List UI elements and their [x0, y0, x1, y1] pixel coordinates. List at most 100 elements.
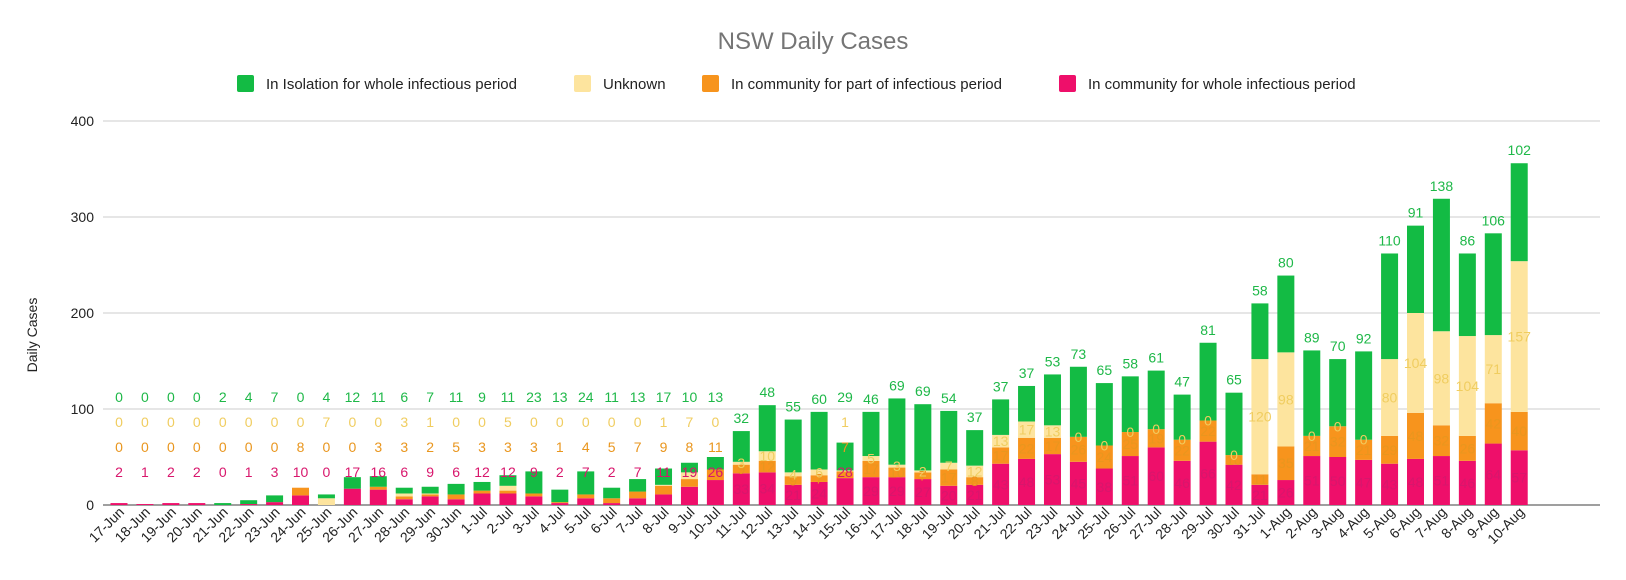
- bar-in-community-for-part-of-infectious-period-6-aug: [1407, 412, 1424, 459]
- data-label-in-community-for-part-of-infectious-period-30-jul: 10: [1226, 452, 1242, 468]
- x-tick-label: 5-Jul: [561, 504, 594, 537]
- data-label-unknown-28-jun: 3: [400, 414, 408, 430]
- bar-in-community-for-whole-infectious-period-3-aug: [1329, 457, 1347, 505]
- bar-in-community-for-whole-infectious-period-2-aug: [1303, 456, 1321, 505]
- bar-in-community-for-whole-infectious-period-13-jul: [784, 484, 802, 505]
- bar-in-community-for-part-of-infectious-period-24-jul: [1069, 436, 1087, 462]
- data-label-in-community-for-part-of-infectious-period-17-jun: 0: [115, 439, 123, 455]
- bar-in-community-for-whole-infectious-period-20-jul: [966, 484, 984, 505]
- data-label-in-isolation-for-whole-infectious-period-27-jul: 61: [1148, 350, 1164, 366]
- bar-in-community-for-whole-infectious-period-19-jun: [162, 503, 180, 505]
- data-label-in-isolation-for-whole-infectious-period-12-jul: 48: [759, 384, 775, 400]
- bar-in-isolation-for-whole-infectious-period-10-aug: [1510, 163, 1528, 262]
- bar-in-community-for-whole-infectious-period-24-jul: [1069, 461, 1087, 505]
- legend-swatch: [702, 75, 719, 92]
- bar-in-community-for-part-of-infectious-period-28-jul: [1173, 439, 1191, 461]
- data-label-in-community-for-part-of-infectious-period-12-jul: 12: [759, 459, 775, 475]
- bar-in-isolation-for-whole-infectious-period-9-aug: [1484, 233, 1502, 336]
- data-label-unknown-22-jul: 17: [1019, 422, 1035, 438]
- bar-in-isolation-for-whole-infectious-period-6-aug: [1407, 225, 1424, 313]
- bar-in-community-for-whole-infectious-period-16-jul: [862, 477, 880, 505]
- bar-in-isolation-for-whole-infectious-period-18-jul: [914, 404, 932, 471]
- bar-in-isolation-for-whole-infectious-period-2-aug: [1303, 350, 1321, 436]
- bar-unknown-16-jul: [862, 456, 880, 461]
- data-label-unknown-23-jul: 13: [1045, 424, 1061, 440]
- bar-in-community-for-whole-infectious-period-30-jul: [1225, 464, 1243, 505]
- bar-in-community-for-part-of-infectious-period-23-jul: [1043, 437, 1061, 455]
- bar-in-community-for-whole-infectious-period-6-aug: [1407, 458, 1424, 505]
- data-label-unknown-12-jul: 10: [759, 448, 775, 464]
- data-label-in-community-for-whole-infectious-period-22-jul: 48: [1019, 474, 1035, 490]
- bar-unknown-10-aug: [1510, 261, 1528, 412]
- data-label-in-community-for-whole-infectious-period-13-jul: 21: [785, 487, 801, 503]
- bar-in-community-for-part-of-infectious-period-26-jul: [1121, 432, 1139, 457]
- data-label-unknown-9-aug: 71: [1486, 361, 1502, 377]
- bar-in-community-for-whole-infectious-period-28-jun: [395, 499, 413, 505]
- bar-in-isolation-for-whole-infectious-period-1-jul: [473, 481, 491, 491]
- data-label-in-community-for-part-of-infectious-period-25-jul: 24: [1097, 449, 1113, 465]
- data-label-in-community-for-whole-infectious-period-29-jun: 9: [426, 464, 434, 480]
- bar-unknown-9-jul: [680, 472, 698, 480]
- data-label-in-community-for-whole-infectious-period-2-aug: 51: [1304, 473, 1320, 489]
- bar-in-isolation-for-whole-infectious-period-6-jul: [603, 487, 621, 499]
- data-label-unknown-3-jul: 0: [530, 414, 538, 430]
- bar-in-isolation-for-whole-infectious-period-5-aug: [1381, 253, 1399, 360]
- data-label-in-community-for-part-of-infectious-period-7-aug: 32: [1434, 433, 1450, 449]
- bar-unknown-15-jul: [836, 470, 854, 472]
- bar-in-isolation-for-whole-infectious-period-25-jul: [1095, 383, 1113, 446]
- data-label-in-isolation-for-whole-infectious-period-10-aug: 102: [1508, 142, 1532, 158]
- bar-in-community-for-whole-infectious-period-18-jul: [914, 479, 932, 505]
- bar-unknown-18-jul: [914, 470, 932, 473]
- data-label-unknown-7-aug: 98: [1434, 370, 1450, 386]
- data-label-in-community-for-part-of-infectious-period-1-aug: 35: [1278, 455, 1294, 471]
- data-label-in-isolation-for-whole-infectious-period-29-jul: 81: [1200, 322, 1216, 338]
- bar-in-isolation-for-whole-infectious-period-13-jul: [784, 419, 802, 473]
- bar-in-isolation-for-whole-infectious-period-30-jul: [1225, 392, 1243, 456]
- bar-in-community-for-part-of-infectious-period-19-jul: [940, 469, 958, 486]
- data-label-in-isolation-for-whole-infectious-period-22-jun: 4: [245, 389, 253, 405]
- bar-in-isolation-for-whole-infectious-period-27-jul: [1147, 370, 1165, 430]
- data-label-in-community-for-part-of-infectious-period-24-jun: 8: [297, 439, 305, 455]
- data-label-in-community-for-part-of-infectious-period-20-jun: 0: [193, 439, 201, 455]
- data-label-in-community-for-whole-infectious-period-21-jun: 0: [219, 464, 227, 480]
- data-label-in-community-for-whole-infectious-period-21-jul: 43: [993, 476, 1009, 492]
- bar-in-isolation-for-whole-infectious-period-10-jul: [706, 457, 724, 470]
- data-label-in-community-for-part-of-infectious-period-4-jul: 1: [556, 439, 564, 455]
- bar-in-community-for-whole-infectious-period-27-jul: [1147, 447, 1165, 505]
- legend-label: Unknown: [603, 76, 666, 93]
- data-label-unknown-11-jul: 3: [737, 455, 745, 471]
- data-label-in-community-for-part-of-infectious-period-31-jul: 11: [1253, 472, 1268, 488]
- data-label-in-isolation-for-whole-infectious-period-27-jun: 11: [371, 389, 386, 405]
- bar-unknown-2-jul: [499, 485, 517, 491]
- bar-in-community-for-part-of-infectious-period-1-aug: [1277, 446, 1295, 481]
- data-label-in-community-for-part-of-infectious-period-26-jun: 0: [348, 439, 356, 455]
- bar-in-community-for-part-of-infectious-period-28-jun: [395, 496, 413, 500]
- bar-in-community-for-part-of-infectious-period-10-aug: [1510, 411, 1528, 451]
- data-label-in-community-for-whole-infectious-period-10-aug: 57: [1511, 470, 1527, 486]
- data-label-in-community-for-part-of-infectious-period-14-jul: 7: [815, 471, 823, 487]
- bar-in-community-for-whole-infectious-period-1-jul: [473, 493, 491, 505]
- bar-in-community-for-part-of-infectious-period-17-jul: [888, 467, 906, 478]
- bar-in-isolation-for-whole-infectious-period-8-jul: [655, 468, 673, 485]
- data-label-in-isolation-for-whole-infectious-period-19-jun: 0: [167, 389, 175, 405]
- data-label-in-isolation-for-whole-infectious-period-24-jun: 0: [297, 389, 305, 405]
- bar-in-community-for-whole-infectious-period-22-jun: [240, 504, 258, 505]
- data-label-in-community-for-whole-infectious-period-10-jul: 26: [708, 464, 724, 480]
- data-label-in-community-for-whole-infectious-period-9-jul: 19: [682, 464, 698, 480]
- bar-unknown-7-aug: [1432, 331, 1450, 426]
- data-label-in-isolation-for-whole-infectious-period-4-aug: 92: [1356, 330, 1372, 346]
- bar-unknown-31-jul: [1251, 359, 1269, 475]
- data-label-in-community-for-whole-infectious-period-23-jun: 3: [271, 464, 279, 480]
- data-label-in-community-for-whole-infectious-period-30-jun: 6: [452, 464, 460, 480]
- data-label-unknown-4-aug: 0: [1360, 432, 1368, 448]
- data-label-in-community-for-part-of-infectious-period-9-jul: 8: [686, 439, 694, 455]
- x-tick-label: 7-Jul: [613, 504, 646, 537]
- bar-unknown-8-jul: [655, 484, 673, 486]
- x-tick-label: 1-Jul: [457, 504, 490, 537]
- data-label-in-community-for-part-of-infectious-period-30-jun: 5: [452, 439, 460, 455]
- bar-in-community-for-whole-infectious-period-19-jul: [940, 485, 958, 505]
- bar-in-isolation-for-whole-infectious-period-17-jul: [888, 398, 906, 465]
- data-label-unknown-3-aug: 0: [1334, 418, 1342, 434]
- bar-in-isolation-for-whole-infectious-period-22-jul: [1018, 385, 1036, 422]
- bar-in-community-for-part-of-infectious-period-20-jul: [966, 477, 984, 485]
